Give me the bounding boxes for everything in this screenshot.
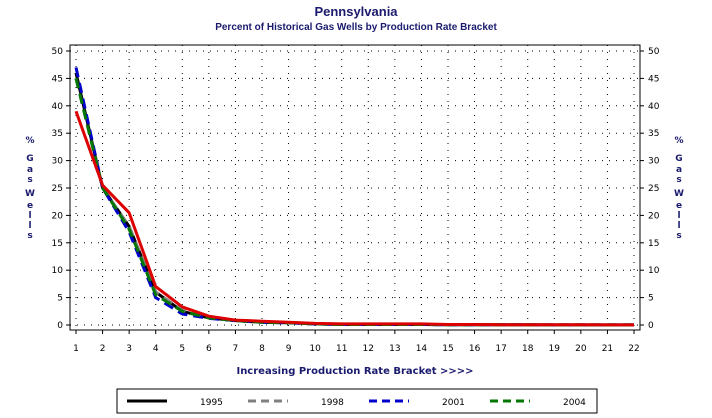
x-tick-label: 16 bbox=[469, 344, 481, 354]
y-tick-label-left: 5 bbox=[57, 294, 63, 304]
x-tick-label: 13 bbox=[389, 344, 400, 354]
x-tick-label: 7 bbox=[233, 344, 239, 354]
y-tick-label-right: 35 bbox=[648, 129, 659, 139]
y-axis-label-char: G bbox=[26, 154, 33, 164]
legend-label: 1995 bbox=[200, 398, 223, 408]
y-axis-label-char: W bbox=[25, 189, 35, 199]
y-axis-label-char: a bbox=[676, 165, 682, 175]
series-line-unlabeled bbox=[74, 110, 634, 327]
x-tick-label: 5 bbox=[179, 344, 185, 354]
legend-box bbox=[116, 388, 598, 414]
y-tick-label-right: 40 bbox=[648, 102, 660, 112]
y-tick-label-right: 50 bbox=[648, 47, 660, 57]
x-tick-label: 21 bbox=[602, 344, 613, 354]
y-axis-label-char: a bbox=[27, 165, 33, 175]
legend: 1995 1998 2001 2004 bbox=[127, 398, 586, 408]
y-axis-label-char: G bbox=[675, 154, 682, 164]
chart-subtitle: Percent of Historical Gas Wells by Produ… bbox=[215, 22, 497, 33]
x-tick-label: 6 bbox=[206, 344, 212, 354]
x-tick-label: 18 bbox=[522, 344, 534, 354]
y-tick-label-left: 30 bbox=[52, 157, 64, 167]
x-axis-label: Increasing Production Rate Bracket >>>> bbox=[236, 366, 473, 377]
x-tick-label: 22 bbox=[628, 344, 639, 354]
y-tick-label-left: 10 bbox=[52, 266, 64, 276]
x-tick-label: 17 bbox=[495, 344, 506, 354]
x-tick-label: 12 bbox=[363, 344, 374, 354]
legend-label: 2004 bbox=[563, 398, 586, 408]
y-tick-label-right: 25 bbox=[648, 184, 659, 194]
y-axis-label-char: s bbox=[676, 231, 681, 241]
y-axis-label-char: % bbox=[674, 136, 683, 146]
y-axis-label-char: s bbox=[676, 175, 681, 185]
chart-title: Pennsylvania bbox=[314, 4, 398, 19]
y-axis-label-char: l bbox=[677, 211, 680, 221]
x-tick-label: 11 bbox=[336, 344, 347, 354]
legend-label: 2001 bbox=[442, 398, 465, 408]
y-axis-label-char: s bbox=[27, 231, 32, 241]
y-tick-label-left: 15 bbox=[52, 239, 63, 249]
x-tick-label: 1 bbox=[73, 344, 79, 354]
x-tick-label: 10 bbox=[309, 344, 321, 354]
y-tick-label-left: 25 bbox=[52, 184, 63, 194]
y-tick-label-right: 20 bbox=[648, 211, 660, 221]
y-axis-label-char: e bbox=[27, 201, 33, 211]
y-axis-label-char: W bbox=[674, 189, 684, 199]
y-axis-label-char: l bbox=[677, 221, 680, 231]
y-axis-label-char: % bbox=[25, 136, 34, 146]
legend-label: 1998 bbox=[321, 398, 344, 408]
y-tick-label-right: 45 bbox=[648, 74, 659, 84]
y-tick-label-right: 30 bbox=[648, 157, 660, 167]
x-tick-label: 4 bbox=[153, 344, 159, 354]
x-tick-label: 9 bbox=[286, 344, 292, 354]
x-tick-label: 20 bbox=[575, 344, 587, 354]
y-tick-label-left: 20 bbox=[52, 211, 64, 221]
x-tick-label: 19 bbox=[549, 344, 561, 354]
y-axis-label-char: l bbox=[28, 221, 31, 231]
y-axis-label-char: l bbox=[28, 211, 31, 221]
series-line-1995 bbox=[74, 72, 634, 327]
y-tick-label-right: 10 bbox=[648, 266, 660, 276]
y-tick-label-right: 15 bbox=[648, 239, 659, 249]
y-tick-label-right: 0 bbox=[648, 321, 654, 331]
y-tick-label-right: 5 bbox=[648, 294, 654, 304]
y-tick-label-left: 50 bbox=[52, 47, 64, 57]
y-tick-label-left: 35 bbox=[52, 129, 63, 139]
x-tick-label: 2 bbox=[100, 344, 106, 354]
y-tick-label-left: 45 bbox=[52, 74, 63, 84]
x-tick-label: 3 bbox=[126, 344, 132, 354]
x-tick-label: 15 bbox=[442, 344, 453, 354]
y-tick-label-left: 40 bbox=[52, 102, 64, 112]
series-lines bbox=[74, 67, 634, 327]
y-axis-label-char: e bbox=[676, 201, 682, 211]
series-line-2001 bbox=[74, 67, 634, 327]
y-axis-label-char: s bbox=[27, 175, 32, 185]
x-tick-label: 8 bbox=[259, 344, 265, 354]
y-tick-label-left: 0 bbox=[57, 321, 63, 331]
x-tick-label: 14 bbox=[416, 344, 428, 354]
